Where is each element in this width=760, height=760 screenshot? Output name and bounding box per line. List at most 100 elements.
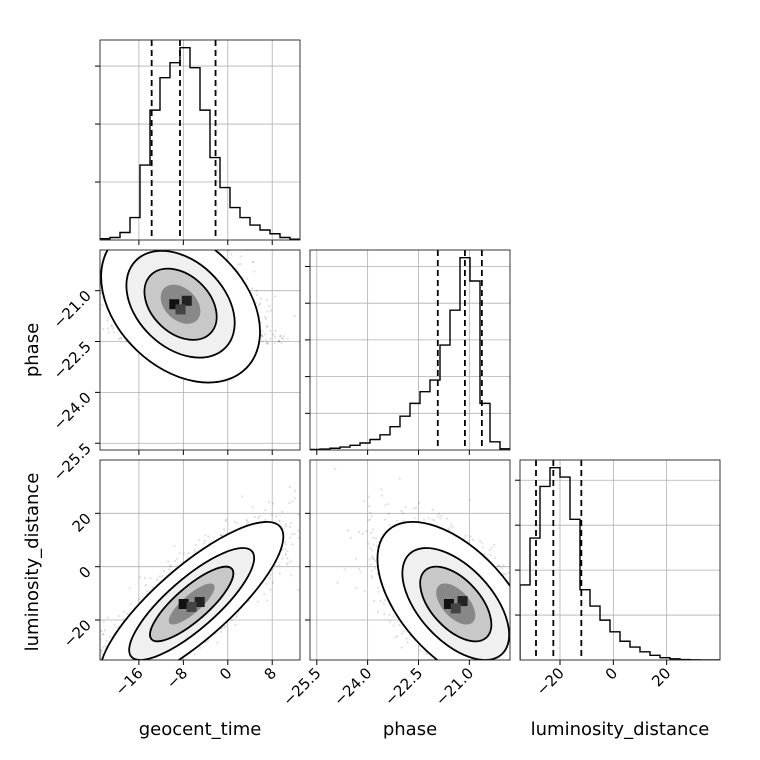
sample-point: [107, 327, 110, 330]
sample-point: [236, 522, 239, 525]
sample-point: [194, 544, 198, 547]
sample-point: [290, 574, 293, 577]
sample-point: [100, 629, 103, 633]
sample-point: [297, 589, 300, 592]
sample-point: [137, 598, 141, 601]
sample-point: [288, 501, 291, 505]
sample-point: [256, 600, 259, 603]
sample-point: [224, 520, 227, 523]
panel-phase-vs-geocent-time: [95, 249, 301, 455]
sample-point: [240, 495, 243, 498]
sample-point: [281, 510, 284, 513]
sample-point: [284, 522, 287, 526]
sample-point: [102, 633, 105, 636]
sample-point: [264, 518, 267, 521]
sample-point: [297, 536, 300, 539]
sample-point: [278, 340, 281, 343]
sample-point: [282, 335, 285, 338]
sample-point: [169, 564, 172, 567]
sample-point: [293, 314, 296, 318]
sample-point: [235, 615, 238, 619]
sample-point: [269, 309, 272, 312]
sample-point: [257, 516, 260, 519]
histogram-step: [100, 46, 300, 240]
sample-point: [281, 557, 284, 560]
sample-point: [273, 341, 276, 345]
sample-point: [123, 610, 126, 613]
sample-point: [113, 623, 116, 626]
sample-point: [280, 342, 283, 345]
sample-point: [266, 325, 269, 328]
sample-point: [251, 506, 254, 509]
sample-point: [282, 527, 285, 530]
sample-point: [102, 620, 105, 623]
sample-point: [291, 543, 294, 546]
sample-point: [245, 518, 248, 522]
density-bin: [181, 295, 192, 306]
sample-point: [269, 329, 272, 332]
density-bin: [169, 299, 180, 310]
sample-point: [203, 539, 206, 543]
axes-frame: [99, 249, 301, 451]
sample-point: [297, 513, 300, 516]
density-bin: [175, 304, 186, 315]
sample-point: [158, 575, 162, 578]
sample-point: [293, 489, 297, 492]
panel-hist-geocent-time: [95, 39, 301, 245]
sample-point: [265, 582, 268, 586]
sample-point: [152, 585, 155, 589]
sample-point: [198, 538, 201, 542]
sample-point: [278, 572, 281, 575]
sample-point: [268, 576, 271, 579]
sample-point: [278, 520, 281, 523]
sample-point: [247, 521, 250, 524]
sample-point: [102, 328, 105, 331]
sample-point: [237, 263, 240, 266]
sample-point: [126, 612, 129, 615]
sample-point: [259, 297, 262, 300]
sample-point: [264, 318, 267, 321]
sample-point: [290, 522, 293, 525]
sample-point: [286, 337, 289, 340]
sample-point: [219, 534, 222, 537]
sample-point: [265, 299, 268, 302]
sample-point: [281, 337, 284, 340]
sample-point: [128, 587, 131, 590]
sample-point: [284, 541, 287, 544]
sample-point: [161, 575, 164, 578]
sample-point: [205, 641, 208, 644]
sample-point: [107, 317, 110, 320]
sample-point: [230, 618, 233, 622]
sample-point: [284, 548, 287, 551]
sample-point: [264, 333, 267, 336]
sample-point: [118, 337, 121, 341]
sample-point: [223, 626, 226, 629]
sample-point: [107, 331, 110, 334]
sample-point: [290, 560, 293, 563]
sample-point: [117, 614, 120, 618]
panel-distance-vs-geocent-time: [95, 459, 301, 665]
sample-point: [251, 261, 254, 264]
sample-point: [155, 578, 158, 581]
histogram-step: [310, 256, 510, 450]
sample-point: [255, 289, 258, 292]
sample-point: [285, 524, 288, 528]
axes-frame: [309, 249, 511, 451]
sample-point: [138, 576, 141, 579]
sample-point: [284, 554, 288, 557]
sample-point: [112, 327, 115, 330]
sample-point: [255, 293, 258, 296]
sample-point: [260, 334, 263, 337]
sample-point: [274, 295, 277, 298]
sample-point: [101, 633, 104, 636]
sample-point: [112, 331, 116, 334]
sample-point: [259, 302, 262, 305]
sample-point: [193, 653, 196, 656]
sample-point: [289, 536, 292, 539]
sample-point: [265, 342, 269, 345]
sample-point: [100, 652, 103, 655]
sample-point: [260, 333, 263, 336]
sample-point: [143, 576, 146, 580]
sample-point: [253, 515, 256, 519]
